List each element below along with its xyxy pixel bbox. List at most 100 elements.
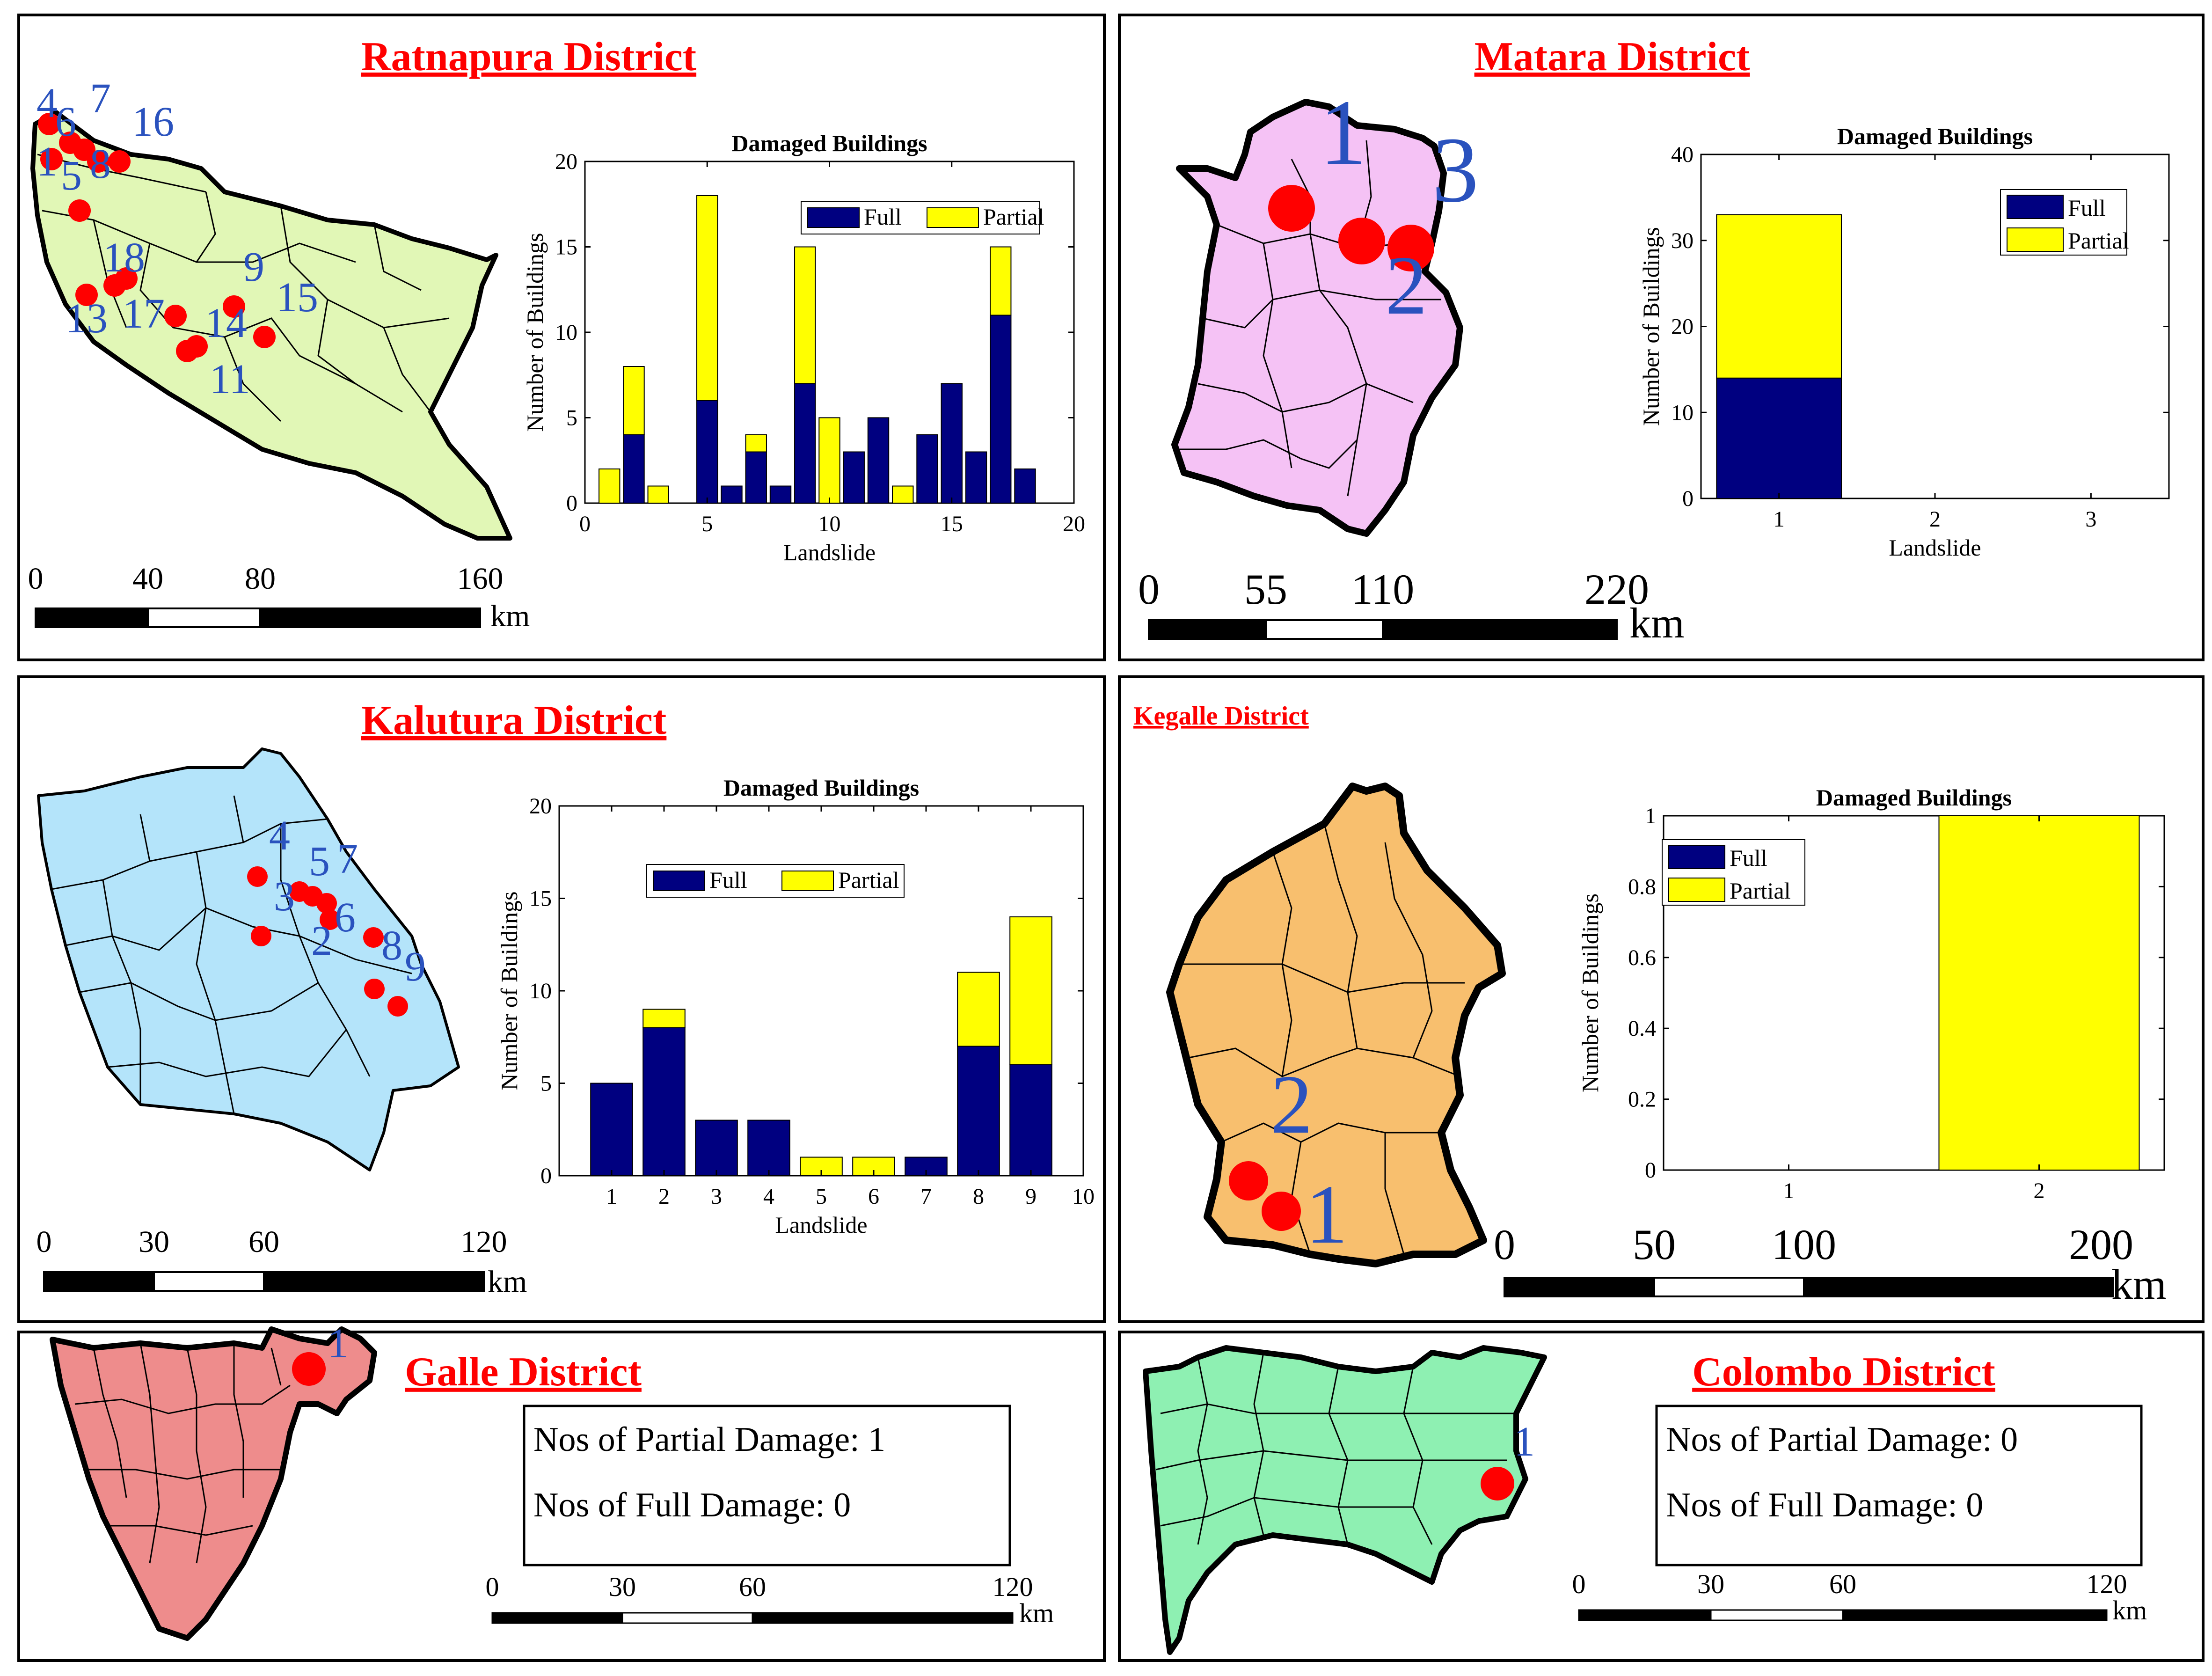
landslide-marker <box>40 148 63 170</box>
y-tick-label: 0.4 <box>1628 1016 1656 1041</box>
map-label: 15 <box>276 274 318 321</box>
map-label: 1 <box>1306 1168 1348 1261</box>
info-full-damage: Nos of Full Damage: 0 <box>533 1486 851 1524</box>
map-label: 5 <box>61 153 82 199</box>
title-kalutura: Kalutura District <box>361 698 667 743</box>
bar-partial <box>642 1009 686 1028</box>
landslide-marker <box>115 267 138 290</box>
scale-tick: 0 <box>1138 565 1160 613</box>
landslide-marker <box>292 1352 326 1386</box>
bar-partial <box>892 485 914 504</box>
bar-full <box>623 434 645 504</box>
map-label: 11 <box>210 356 250 403</box>
legend-label: Partial <box>838 867 899 893</box>
markers-colombo <box>1481 1467 1514 1500</box>
scale-tick: 0 <box>37 1225 52 1259</box>
map-label: 7 <box>90 75 111 122</box>
title-kegalle: Kegalle District <box>1133 702 1309 731</box>
bar-full <box>941 383 963 504</box>
labels-colombo: 1 <box>1514 1419 1535 1465</box>
chart-title: Damaged Buildings <box>1837 123 2033 149</box>
scale-tick: 120 <box>993 1572 1033 1602</box>
landslide-marker <box>247 866 268 887</box>
x-tick-label: 3 <box>711 1184 722 1209</box>
chart-title: Damaged Buildings <box>1816 784 2012 811</box>
map-label: 5 <box>309 838 330 885</box>
x-tick-label: 2 <box>1929 507 1941 532</box>
scale-unit: km <box>2111 1260 2167 1308</box>
scale-unit: km <box>1019 1598 1054 1628</box>
map-galle <box>50 1326 377 1641</box>
scale-bar-kalutura: 0 30 60 120 km <box>37 1225 527 1299</box>
landslide-marker <box>364 979 385 999</box>
district-shape-matara <box>1171 99 1463 537</box>
map-label: 3 <box>274 873 295 920</box>
landslide-marker <box>1262 1192 1301 1231</box>
legend-swatch <box>781 871 834 891</box>
labels-kegalle: 2 1 <box>1270 1058 1348 1261</box>
scale-tick: 30 <box>139 1225 169 1259</box>
landslide-marker <box>223 295 245 318</box>
x-tick-label: 7 <box>920 1184 932 1209</box>
map-label: 14 <box>205 300 247 346</box>
landslide-marker <box>108 150 131 173</box>
landslide-marker <box>1481 1467 1514 1500</box>
x-axis-label: Landslide <box>1889 534 1981 561</box>
map-ratnapura <box>30 110 512 541</box>
scale-tick: 0 <box>1494 1221 1515 1268</box>
y-axis-label: Number of Buildings <box>522 233 548 432</box>
y-tick-label: 20 <box>1671 315 1694 339</box>
landslide-marker <box>320 909 340 930</box>
y-tick-label: 30 <box>1671 228 1694 253</box>
panel-galle <box>17 1331 1106 1662</box>
bar-full <box>695 1120 738 1176</box>
scale-tick: 220 <box>1584 565 1649 613</box>
landslide-marker <box>87 150 110 173</box>
chart-kalutura: 0 5 10 15 20 1 2 3 4 5 6 7 8 9 10 Damaged Buildings Land… <box>496 775 1095 1238</box>
landslide-marker <box>185 335 208 358</box>
y-tick-label: 10 <box>1671 400 1694 425</box>
y-tick-label: 15 <box>529 886 552 911</box>
map-label: 1 <box>37 139 58 185</box>
map-label: 6 <box>335 894 356 941</box>
chart-title: Damaged Buildings <box>731 130 927 156</box>
y-axis-label: Number of Buildings <box>496 892 522 1090</box>
landslide-marker <box>38 113 60 135</box>
x-tick-label: 2 <box>658 1184 670 1209</box>
bar-full <box>1009 1064 1052 1176</box>
map-label: 13 <box>66 295 108 342</box>
scale-tick: 160 <box>457 562 504 596</box>
bar-full <box>794 383 816 504</box>
title-colombo: Colombo District <box>1692 1349 1995 1395</box>
landslide-marker <box>253 326 276 348</box>
map-label: 8 <box>381 922 402 969</box>
y-tick-label: 40 <box>1671 142 1694 167</box>
markers-ratnapura <box>38 113 276 362</box>
chart-ratnapura: 0 5 10 15 20 0 5 10 15 20 Damaged Buildings Landsli… <box>522 130 1085 565</box>
map-label: 1 <box>1320 81 1366 184</box>
bar-partial <box>1938 815 2140 1171</box>
scale-tick: 30 <box>609 1572 636 1602</box>
bar-partial <box>957 972 1000 1047</box>
panel-ratnapura <box>17 14 1106 661</box>
legend-swatch <box>807 207 860 228</box>
y-tick-label: 0 <box>566 491 577 516</box>
bar-full <box>696 400 718 504</box>
map-colombo <box>1143 1345 1547 1655</box>
scale-tick: 80 <box>245 562 276 596</box>
title-matara: Matara District <box>1475 34 1750 80</box>
x-tick-label: 4 <box>763 1184 774 1209</box>
x-tick-label: 3 <box>2085 507 2096 532</box>
legend-label: Partial <box>983 204 1044 230</box>
map-label: 3 <box>1432 118 1479 222</box>
landslide-marker <box>1387 225 1434 271</box>
landslide-marker <box>68 199 91 222</box>
legend-label: Partial <box>2068 227 2129 254</box>
x-tick-label: 9 <box>1025 1184 1037 1209</box>
bar-full <box>769 485 792 504</box>
district-shape-galle <box>50 1326 377 1641</box>
bar-full <box>642 1027 686 1176</box>
panel-matara <box>1118 14 2205 661</box>
scale-tick: 0 <box>1572 1569 1586 1599</box>
